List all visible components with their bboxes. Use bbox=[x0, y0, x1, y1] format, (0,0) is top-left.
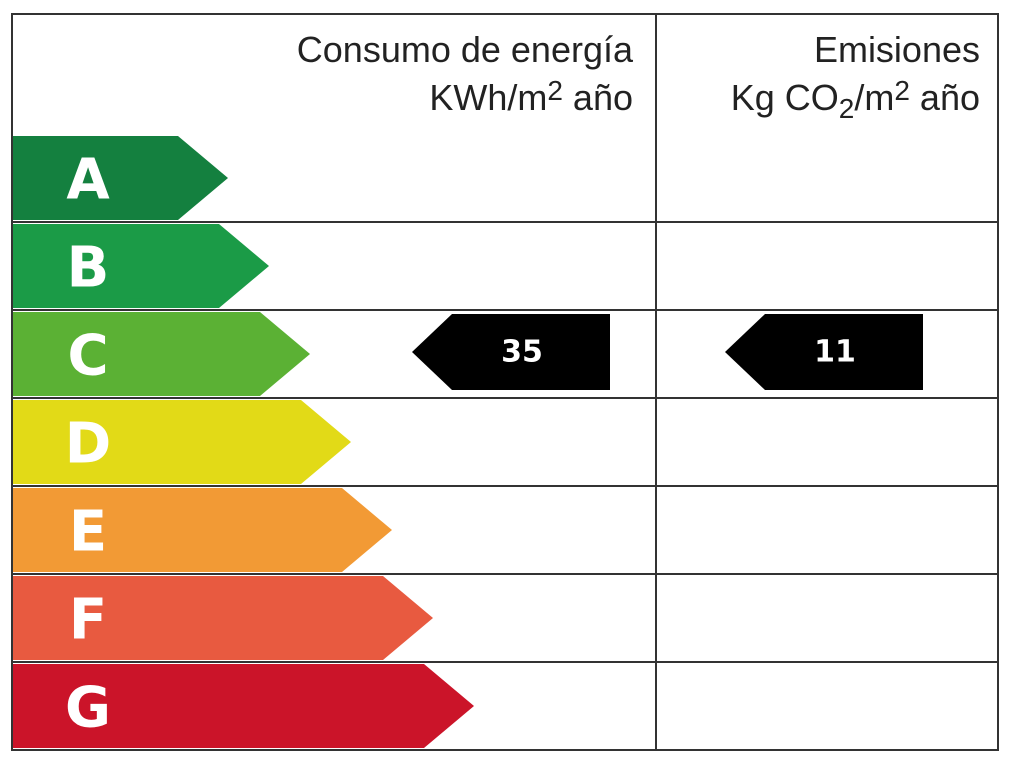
units-text: año bbox=[563, 77, 633, 118]
rating-marker bbox=[725, 314, 923, 390]
rating-value: 35 bbox=[501, 335, 543, 370]
consumption-units: KWh/m2 año bbox=[429, 75, 633, 118]
grade-letter: A bbox=[66, 148, 110, 213]
grade-arrow bbox=[13, 136, 228, 220]
grade-arrow bbox=[13, 400, 351, 484]
units-superscript: 2 bbox=[547, 75, 563, 106]
emissions-units: Kg CO2/m2 año bbox=[731, 75, 980, 124]
units-text: /m bbox=[854, 77, 894, 118]
units-subscript: 2 bbox=[839, 93, 855, 124]
frame bbox=[11, 13, 999, 751]
units-text: KWh/m bbox=[429, 77, 547, 118]
rating-marker bbox=[412, 314, 610, 390]
grade-letter: F bbox=[69, 588, 107, 653]
grade-letter: C bbox=[67, 324, 108, 389]
units-text: Kg CO bbox=[731, 77, 839, 118]
rating-value: 11 bbox=[814, 335, 856, 370]
grade-arrow bbox=[13, 576, 433, 660]
grade-arrow bbox=[13, 488, 392, 572]
grade-arrow bbox=[13, 664, 474, 748]
grade-letter: B bbox=[67, 236, 110, 301]
grade-letter: D bbox=[65, 412, 111, 477]
grade-letter: E bbox=[69, 500, 107, 565]
units-text: año bbox=[910, 77, 980, 118]
units-superscript: 2 bbox=[894, 75, 910, 106]
grade-letter: G bbox=[65, 676, 111, 741]
grade-arrow bbox=[13, 312, 310, 396]
emissions-title: Emisiones bbox=[814, 29, 980, 70]
consumption-title: Consumo de energía bbox=[297, 29, 634, 70]
grade-arrow bbox=[13, 224, 269, 308]
